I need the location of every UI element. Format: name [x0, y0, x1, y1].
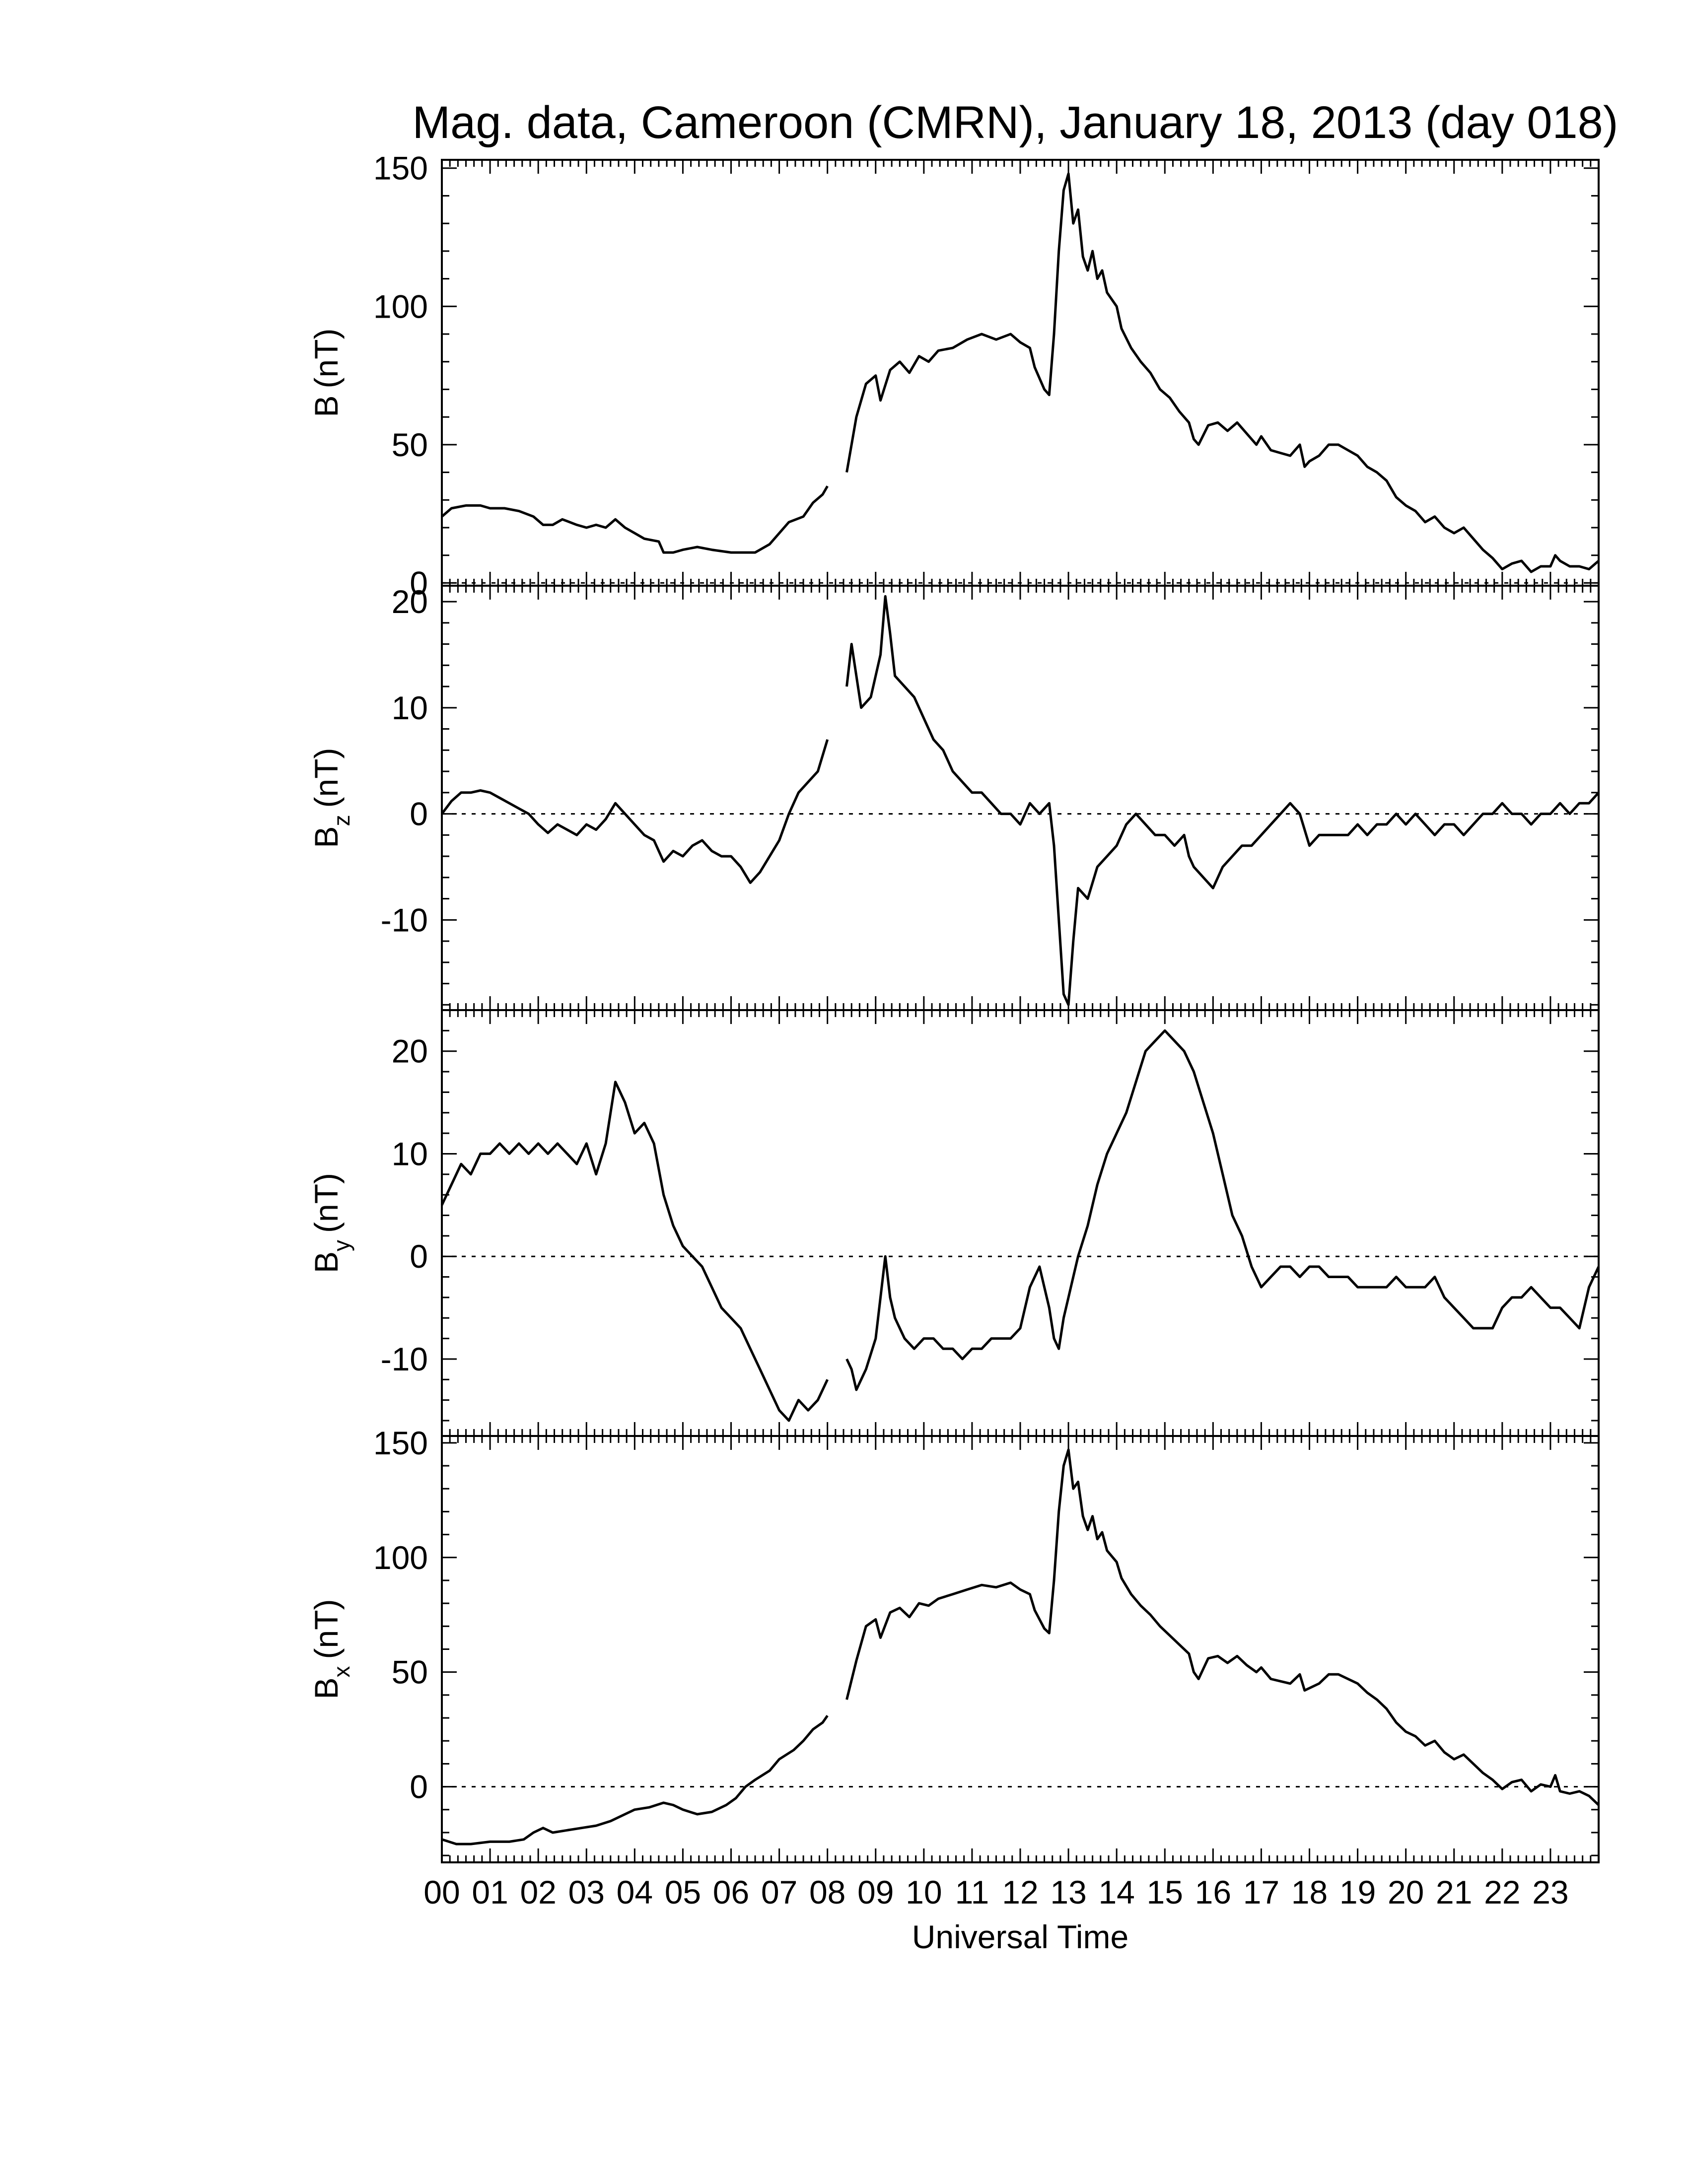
y-axis-title-unit: (nT) [308, 1173, 345, 1233]
x-tick-label: 15 [1147, 1874, 1183, 1911]
y-axis-title-main: B [308, 1677, 345, 1699]
x-tick-label: 18 [1291, 1874, 1328, 1911]
x-tick-label: 02 [520, 1874, 556, 1911]
x-tick-label: 10 [906, 1874, 942, 1911]
panel-Bz: -10 0 10 20 Bz (nT) [308, 583, 1600, 1011]
y-tick-label: 20 [392, 583, 428, 620]
y-tick-label: 100 [373, 288, 428, 325]
y-tick-label: -10 [381, 901, 428, 938]
y-axis-title-Bz: Bz (nT) [308, 748, 354, 848]
y-tick-label: 50 [392, 1654, 428, 1691]
y-tick-label: 0 [410, 796, 428, 832]
panel-B: 0 50 100 150 B (nT) [308, 150, 1600, 601]
y-tick-label: 10 [392, 1135, 428, 1172]
panel-By: -10 0 10 20 By (nT) [308, 1009, 1600, 1437]
trace-Bz-segment-1 [441, 739, 829, 884]
panel-Bx: 0 50 100 150 Bx (nT) [308, 1425, 1600, 1863]
x-tick-label: 12 [1002, 1874, 1038, 1911]
y-axis-title-By: By (nT) [308, 1173, 354, 1273]
y-axis-title-B: B (nT) [308, 328, 345, 417]
x-tick-label: 09 [857, 1874, 894, 1911]
trace-B-segment-1 [441, 485, 829, 554]
y-axis-title-Bx: Bx (nT) [308, 1599, 354, 1699]
x-tick-label: 11 [955, 1874, 989, 1911]
x-tick-label: 01 [472, 1874, 508, 1911]
panels-group: 0 50 100 150 B (nT) -10 0 10 20 Bz (nT) -10 0 10 20 By (n… [308, 150, 1600, 1863]
y-tick-label: 50 [392, 426, 428, 463]
x-tick-label: 16 [1195, 1874, 1231, 1911]
y-tick-label: 0 [410, 1238, 428, 1275]
y-axis-title-unit: (nT) [308, 1599, 345, 1659]
x-tick-label: 08 [809, 1874, 845, 1911]
trace-Bx-segment-2 [845, 1448, 1600, 1806]
trace-Bx-segment-1 [441, 1714, 829, 1845]
y-axis-title-main: B [308, 395, 345, 417]
y-tick-label: 0 [410, 564, 428, 601]
x-tick-label: 23 [1532, 1874, 1568, 1911]
x-tick-label: 20 [1388, 1874, 1424, 1911]
y-axis-title-subscript: y [329, 1240, 354, 1251]
x-tick-label: 00 [423, 1874, 460, 1911]
x-tick-label: 21 [1436, 1874, 1472, 1911]
x-tick-label: 14 [1098, 1874, 1134, 1911]
panel-frame-By [441, 1009, 1600, 1437]
trace-By-segment-1 [440, 1081, 829, 1422]
x-tick-label: 19 [1339, 1874, 1376, 1911]
x-tick-label: 03 [568, 1874, 605, 1911]
x-tick-label: 04 [617, 1874, 653, 1911]
y-tick-label: 150 [373, 1425, 428, 1461]
panel-frame-Bx [441, 1435, 1600, 1863]
x-tick-label: 07 [761, 1874, 797, 1911]
trace-B-segment-2 [845, 172, 1600, 573]
y-tick-label: 150 [373, 150, 428, 187]
x-tick-label: 06 [713, 1874, 749, 1911]
x-tick-label: 05 [665, 1874, 701, 1911]
panel-frame-Bz [441, 585, 1600, 1011]
y-axis-title-unit: (nT) [308, 328, 345, 388]
y-tick-label: 10 [392, 689, 428, 726]
x-axis-title: Universal Time [912, 1918, 1128, 1955]
y-axis-title-main: B [308, 826, 345, 848]
trace-By-segment-2 [845, 1029, 1600, 1391]
chart-title: Mag. data, Cameroon (CMRN), January 18, … [413, 97, 1618, 148]
y-tick-label: 100 [373, 1539, 428, 1576]
x-tick-label: 22 [1484, 1874, 1520, 1911]
y-tick-label: 0 [410, 1769, 428, 1805]
y-tick-label: 20 [392, 1033, 428, 1070]
x-tick-label: 13 [1050, 1874, 1086, 1911]
x-tick-label: 17 [1243, 1874, 1279, 1911]
y-axis-title-main: B [308, 1251, 345, 1273]
trace-Bz-segment-2 [845, 595, 1600, 1006]
y-axis-title-unit: (nT) [308, 748, 345, 808]
y-axis-title-subscript: z [329, 815, 354, 826]
x-tick-labels: 00 01 02 03 04 05 06 07 08 09 10 11 12 13 14 15 16 17 18 19… [423, 1874, 1568, 1911]
y-axis-title-subscript: x [329, 1666, 354, 1677]
y-tick-label: -10 [381, 1341, 428, 1377]
